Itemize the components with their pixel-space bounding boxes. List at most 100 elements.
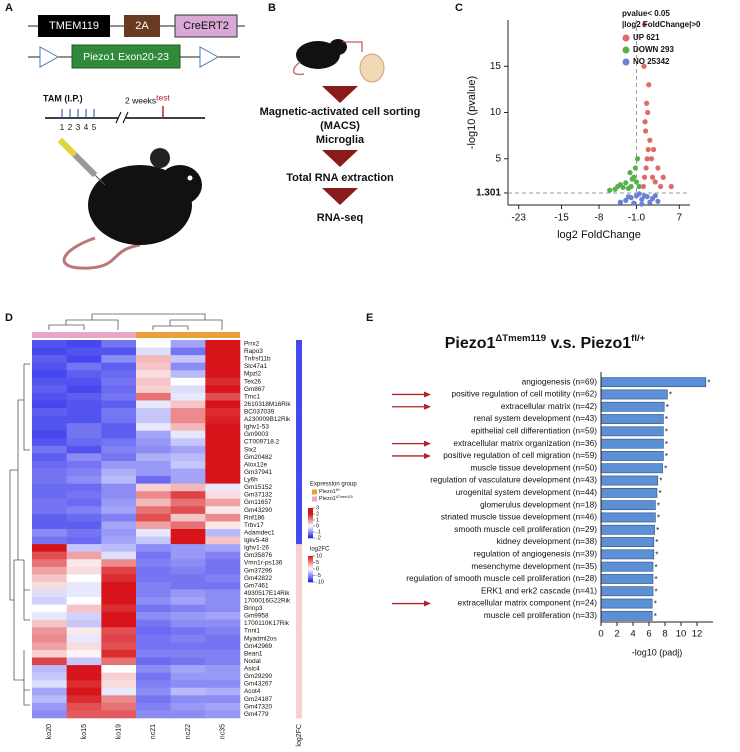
heat-cell: [170, 702, 206, 711]
gene-label: Tnfrsf11b: [244, 356, 271, 363]
heat-cell: [170, 408, 206, 416]
mouse-small: [296, 41, 340, 69]
heat-cell: [101, 634, 137, 643]
heat-cell: [66, 612, 102, 621]
heat-cell: [136, 438, 171, 447]
heat-cell: [66, 521, 102, 530]
heat-cell: [136, 627, 171, 636]
heat-cell: [66, 702, 102, 711]
heat-cell: [101, 506, 137, 515]
heat-cell: [66, 627, 102, 636]
heat-cell: [66, 680, 102, 689]
heat-cell: [136, 604, 171, 613]
heat-cell: [66, 392, 102, 401]
heat-cell: [205, 612, 241, 621]
category-label: muscle tissue development (n=50): [470, 462, 597, 472]
heat-cell: [66, 400, 102, 409]
heat-cell: [66, 536, 102, 545]
heat-cell: [32, 634, 67, 643]
significance-marker: *: [665, 440, 668, 449]
bar: [600, 475, 659, 486]
flow-arrow: [322, 86, 358, 103]
colorbar-step: [308, 559, 313, 562]
heat-cell: [101, 672, 137, 681]
heat-cell: [66, 544, 102, 552]
log2fc-cell: [296, 498, 302, 507]
heat-cell: [170, 612, 206, 621]
heat-cell: [136, 566, 171, 575]
colorbar-label: -10: [316, 579, 324, 585]
column-dendrogram: [48, 313, 223, 330]
heat-cell: [66, 574, 102, 583]
legend-title: Expression group: [310, 482, 357, 488]
heat-cell: [32, 559, 67, 568]
colorbar-step: [308, 532, 313, 534]
colorbar-label: -1: [316, 529, 321, 535]
timeline-break: [122, 111, 129, 124]
category-label: extracellular matrix component (n=24): [458, 598, 598, 608]
heat-cell: [66, 370, 102, 379]
mouse-illustration: [57, 137, 202, 270]
heat-cell: [170, 392, 206, 401]
flow-arrow: [322, 188, 358, 205]
heat-cell: [136, 476, 171, 484]
x-tick-label: -23: [511, 213, 526, 224]
heat-cell: [170, 453, 206, 462]
bar: [600, 414, 664, 424]
heat-cell: [136, 702, 171, 711]
point: [652, 179, 658, 185]
heat-cell: [66, 362, 102, 371]
log2fc-cell: [296, 400, 302, 409]
panel-label: A: [5, 2, 13, 14]
loxp: [199, 46, 220, 68]
colorbar-step: [308, 556, 313, 558]
heat-cell: [205, 657, 241, 666]
x-tick-label: 2: [614, 629, 619, 640]
heat-cell: [136, 612, 171, 621]
heat-cell: [32, 581, 67, 590]
point: [625, 185, 632, 191]
log2fc-cell: [296, 506, 302, 515]
heat-cell: [66, 460, 102, 469]
log2fc-cell: [296, 695, 302, 704]
significance-marker: *: [654, 600, 657, 609]
heat-cell: [170, 362, 206, 371]
log2fc-cell: [296, 665, 302, 673]
x-tick-label: 6: [646, 629, 651, 640]
log2fc-cell: [296, 445, 302, 454]
category-label: positive regulation of cell motility (n=…: [452, 389, 598, 399]
heat-cell: [170, 468, 206, 477]
log2fc-cell: [296, 408, 302, 416]
colorbar-step: [308, 565, 313, 567]
bar: [600, 426, 664, 437]
gene-label: Gm20482: [244, 454, 273, 461]
heat-cell: [32, 385, 67, 394]
2a-box: [124, 15, 160, 37]
heat-cell: [32, 506, 67, 515]
heat-cell: [205, 400, 241, 409]
heat-cell: [32, 597, 67, 605]
loxp: [39, 46, 60, 68]
colorbar-step: [308, 529, 313, 531]
heat-cell: [136, 408, 171, 416]
log2fc-cell: [296, 702, 302, 711]
category-label: smooth muscle cell proliferation (n=29): [454, 524, 597, 534]
category-label: regulation of smooth muscle cell prolife…: [406, 573, 597, 583]
point: [639, 201, 645, 207]
point: [668, 183, 674, 190]
significance-marker: *: [659, 489, 662, 498]
heat-cell: [205, 597, 241, 605]
colorbar-step: [308, 521, 313, 524]
heat-cell: [170, 400, 206, 409]
gene-label: Rapo3: [244, 348, 263, 355]
creert2-box: [174, 14, 238, 38]
gene-label: Gm43290: [244, 507, 273, 514]
point: [636, 183, 642, 190]
heat-cell: [101, 657, 137, 666]
gene-label: Gm42969: [244, 643, 273, 650]
colorbar-step: [308, 558, 313, 561]
heat-cell: [66, 665, 102, 673]
point: [652, 193, 658, 199]
gene-label: Gm37296: [244, 567, 273, 574]
y-tick-label: 5: [495, 153, 501, 164]
